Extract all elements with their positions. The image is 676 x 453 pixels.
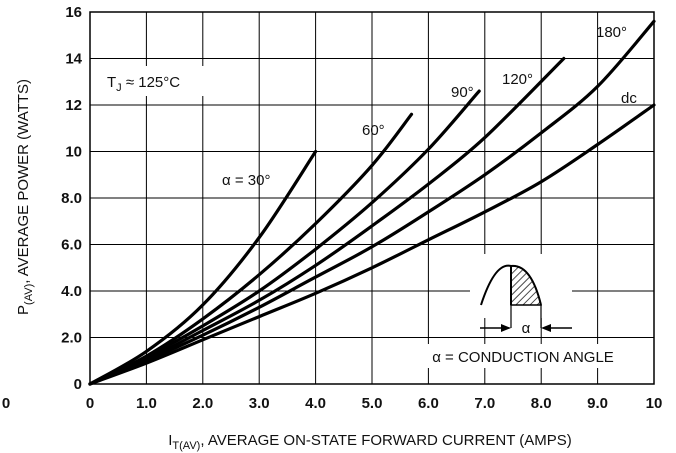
x-tick-label: 6.0 [418, 395, 439, 412]
x-tick-label: 7.0 [474, 395, 495, 412]
y-tick-label: 14 [65, 51, 82, 68]
y-tick-label: 12 [65, 97, 82, 114]
y-tick-label: 2.0 [61, 330, 82, 347]
series-label-4: 180° [596, 24, 627, 41]
y-tick-label: 4.0 [61, 283, 82, 300]
left-arrow-head [501, 324, 511, 332]
series-line-4 [88, 19, 656, 386]
y-tick-label: 10 [65, 144, 82, 161]
x-tick-label: 4.0 [305, 395, 326, 412]
series-line-3 [88, 56, 566, 386]
conduction-angle-label: α = CONDUCTION ANGLE [432, 349, 614, 366]
junction-temperature-label: TJ ≈ 125°C [107, 74, 180, 94]
y-tick-label: 8.0 [61, 190, 82, 207]
series-line-5 [88, 103, 656, 386]
curves [88, 19, 656, 386]
x-axis-label: IT(AV), AVERAGE ON-STATE FORWARD CURRENT… [168, 432, 572, 452]
tj-label-background [104, 66, 228, 96]
series-line-0 [88, 149, 318, 386]
alpha-symbol: α [522, 320, 531, 337]
series-label-5: dc [621, 90, 637, 107]
x-tick-label: 10 [646, 395, 663, 412]
y-axis-label: P(AV), AVERAGE POWER (WATTS) [15, 79, 35, 315]
sine-half-wave-left [480, 264, 512, 306]
right-arrow-head [541, 324, 551, 332]
conduction-angle-inset: α [470, 254, 572, 337]
series-label-3: 120° [502, 71, 533, 88]
series-label-0: α = 30° [222, 172, 270, 189]
y-tick-label: 6.0 [61, 237, 82, 254]
y-tick-label: 16 [65, 4, 82, 21]
series-label-1: 60° [362, 122, 385, 139]
x-tick-label: 3.0 [249, 395, 270, 412]
x-tick-label: 2.0 [192, 395, 213, 412]
tick-labels: 0 1.0 2.0 3.0 4.0 5.0 6.0 7.0 8.0 9.0 10 0 2.0 4.0 6.0… [61, 4, 662, 412]
series-label-2: 90° [451, 84, 474, 101]
plot-frame [89, 11, 655, 385]
series-labels: α = 30° 60° 90° 120° 180° dc [222, 24, 637, 189]
x-tick-label: 5.0 [362, 395, 383, 412]
x-tick-label: 1.0 [136, 395, 157, 412]
conduction-label-background [409, 344, 639, 368]
series-line-2 [88, 89, 481, 386]
y-tick-label: 0 [74, 376, 82, 393]
sine-half-wave-right [510, 264, 542, 306]
x-tick-label: 8.0 [531, 395, 552, 412]
x-tick-label: 9.0 [587, 395, 608, 412]
left-edge-tick-label: 0 [2, 395, 10, 412]
x-tick-label: 0 [86, 395, 94, 412]
